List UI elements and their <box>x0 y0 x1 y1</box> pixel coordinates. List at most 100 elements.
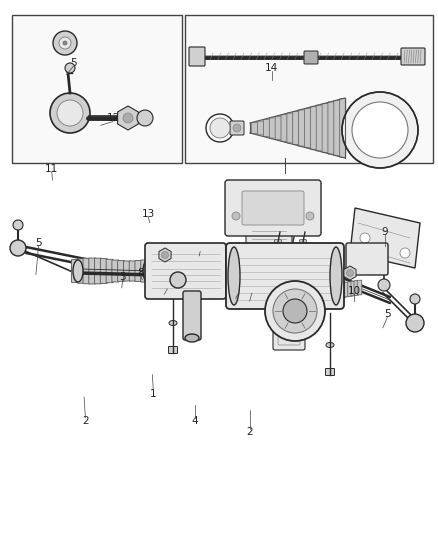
FancyBboxPatch shape <box>258 121 264 135</box>
FancyBboxPatch shape <box>304 108 311 148</box>
FancyBboxPatch shape <box>322 103 328 152</box>
Circle shape <box>57 100 83 126</box>
FancyBboxPatch shape <box>304 51 318 64</box>
FancyBboxPatch shape <box>289 245 295 248</box>
FancyBboxPatch shape <box>275 240 281 243</box>
Circle shape <box>162 252 169 259</box>
FancyBboxPatch shape <box>300 240 306 243</box>
FancyBboxPatch shape <box>273 326 305 350</box>
FancyBboxPatch shape <box>342 282 346 297</box>
Bar <box>12 15 182 163</box>
Text: 5: 5 <box>70 58 77 68</box>
FancyBboxPatch shape <box>351 281 356 296</box>
Circle shape <box>406 314 424 332</box>
FancyBboxPatch shape <box>100 259 107 284</box>
FancyBboxPatch shape <box>146 259 153 283</box>
FancyBboxPatch shape <box>311 107 317 149</box>
FancyBboxPatch shape <box>281 115 287 141</box>
Text: 3: 3 <box>248 286 255 295</box>
FancyBboxPatch shape <box>293 111 299 144</box>
Ellipse shape <box>228 247 240 305</box>
FancyBboxPatch shape <box>83 258 90 284</box>
Circle shape <box>273 289 317 333</box>
Circle shape <box>378 279 390 291</box>
Circle shape <box>65 63 75 73</box>
Ellipse shape <box>169 320 177 326</box>
Text: 14: 14 <box>265 63 278 73</box>
Circle shape <box>342 92 418 168</box>
Circle shape <box>265 281 325 341</box>
FancyBboxPatch shape <box>345 282 349 297</box>
Circle shape <box>59 37 71 49</box>
Text: 9: 9 <box>381 228 388 237</box>
FancyBboxPatch shape <box>112 260 119 282</box>
FancyBboxPatch shape <box>263 119 269 136</box>
FancyBboxPatch shape <box>118 261 125 281</box>
Circle shape <box>352 102 408 158</box>
Ellipse shape <box>185 334 199 342</box>
Text: 2: 2 <box>82 416 89 426</box>
FancyBboxPatch shape <box>89 258 96 284</box>
Circle shape <box>63 41 67 45</box>
FancyBboxPatch shape <box>338 283 343 298</box>
Circle shape <box>152 250 158 256</box>
Circle shape <box>283 299 307 323</box>
FancyBboxPatch shape <box>106 259 113 282</box>
Circle shape <box>123 113 133 123</box>
Circle shape <box>233 124 241 132</box>
Ellipse shape <box>143 260 153 282</box>
Circle shape <box>148 246 162 260</box>
Circle shape <box>306 212 314 220</box>
FancyBboxPatch shape <box>340 99 346 157</box>
FancyBboxPatch shape <box>226 243 344 309</box>
Polygon shape <box>350 208 420 268</box>
FancyBboxPatch shape <box>242 191 304 225</box>
FancyBboxPatch shape <box>278 331 300 345</box>
FancyBboxPatch shape <box>189 47 205 66</box>
Ellipse shape <box>330 247 342 305</box>
FancyBboxPatch shape <box>335 284 340 298</box>
FancyBboxPatch shape <box>269 118 276 138</box>
Text: 5: 5 <box>35 238 42 247</box>
Circle shape <box>410 294 420 304</box>
Circle shape <box>50 93 90 133</box>
FancyBboxPatch shape <box>225 180 321 236</box>
FancyBboxPatch shape <box>141 260 148 282</box>
FancyBboxPatch shape <box>246 221 292 247</box>
Text: 4: 4 <box>191 416 198 426</box>
Circle shape <box>137 110 153 126</box>
FancyBboxPatch shape <box>230 121 244 135</box>
Circle shape <box>346 270 353 277</box>
Text: 8: 8 <box>137 268 144 278</box>
Text: 11: 11 <box>45 165 58 174</box>
Circle shape <box>232 212 240 220</box>
Text: 1: 1 <box>150 390 157 399</box>
FancyBboxPatch shape <box>316 105 322 151</box>
FancyBboxPatch shape <box>348 282 353 296</box>
Bar <box>185 15 433 163</box>
Circle shape <box>13 220 23 230</box>
FancyBboxPatch shape <box>299 110 305 146</box>
FancyBboxPatch shape <box>328 102 334 154</box>
Circle shape <box>10 240 26 256</box>
Ellipse shape <box>326 343 334 348</box>
Text: 2: 2 <box>246 427 253 437</box>
FancyBboxPatch shape <box>275 116 281 140</box>
Text: 9: 9 <box>197 245 204 254</box>
Text: 7: 7 <box>234 287 241 297</box>
FancyBboxPatch shape <box>124 261 131 281</box>
FancyBboxPatch shape <box>95 258 102 284</box>
Text: 5: 5 <box>384 310 391 319</box>
FancyBboxPatch shape <box>354 281 359 295</box>
FancyBboxPatch shape <box>287 113 293 143</box>
FancyBboxPatch shape <box>183 291 201 340</box>
Circle shape <box>400 248 410 258</box>
FancyBboxPatch shape <box>145 243 226 299</box>
Text: 3: 3 <box>119 272 126 282</box>
Ellipse shape <box>73 260 83 282</box>
Polygon shape <box>250 98 345 158</box>
Text: 10: 10 <box>347 286 360 296</box>
Circle shape <box>170 272 186 288</box>
Text: 12: 12 <box>106 114 120 123</box>
FancyBboxPatch shape <box>252 123 258 133</box>
